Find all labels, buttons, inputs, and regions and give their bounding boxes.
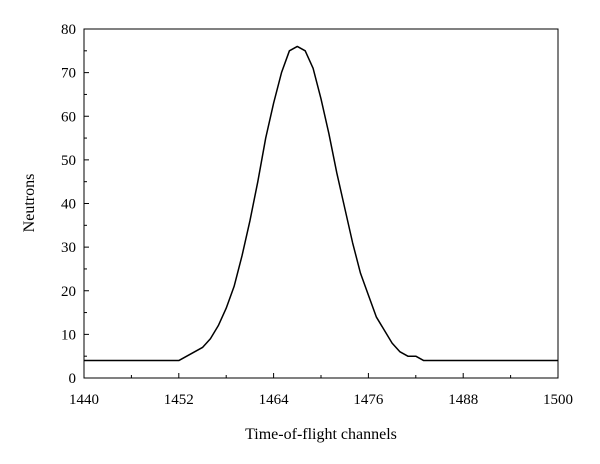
y-tick-label: 60 bbox=[61, 109, 76, 125]
series-line bbox=[84, 45, 558, 362]
y-tick-label: 20 bbox=[61, 284, 76, 300]
y-axis-title: Neutrons bbox=[21, 174, 38, 233]
x-tick-label: 1440 bbox=[69, 392, 99, 408]
x-tick-label: 1500 bbox=[543, 392, 573, 408]
y-tick-label: 70 bbox=[61, 66, 76, 82]
x-axis-ticks: 1440 1452 1464 1476 1488 1500 bbox=[69, 373, 573, 408]
x-axis-title: Time-of-flight channels bbox=[245, 426, 397, 443]
y-tick-label: 30 bbox=[61, 240, 76, 256]
y-tick-label: 40 bbox=[61, 197, 76, 213]
x-tick-label: 1476 bbox=[353, 392, 384, 408]
y-axis-ticks: 0 10 20 30 40 50 60 70 80 bbox=[61, 22, 89, 387]
y-tick-label: 0 bbox=[69, 371, 77, 387]
x-tick-label: 1488 bbox=[448, 392, 478, 408]
y-tick-label: 50 bbox=[61, 153, 76, 169]
plot-frame bbox=[83, 28, 559, 379]
x-tick-label: 1464 bbox=[259, 392, 290, 408]
x-tick-label: 1452 bbox=[164, 392, 194, 408]
y-tick-label: 10 bbox=[61, 327, 76, 343]
y-tick-label: 80 bbox=[61, 22, 76, 38]
